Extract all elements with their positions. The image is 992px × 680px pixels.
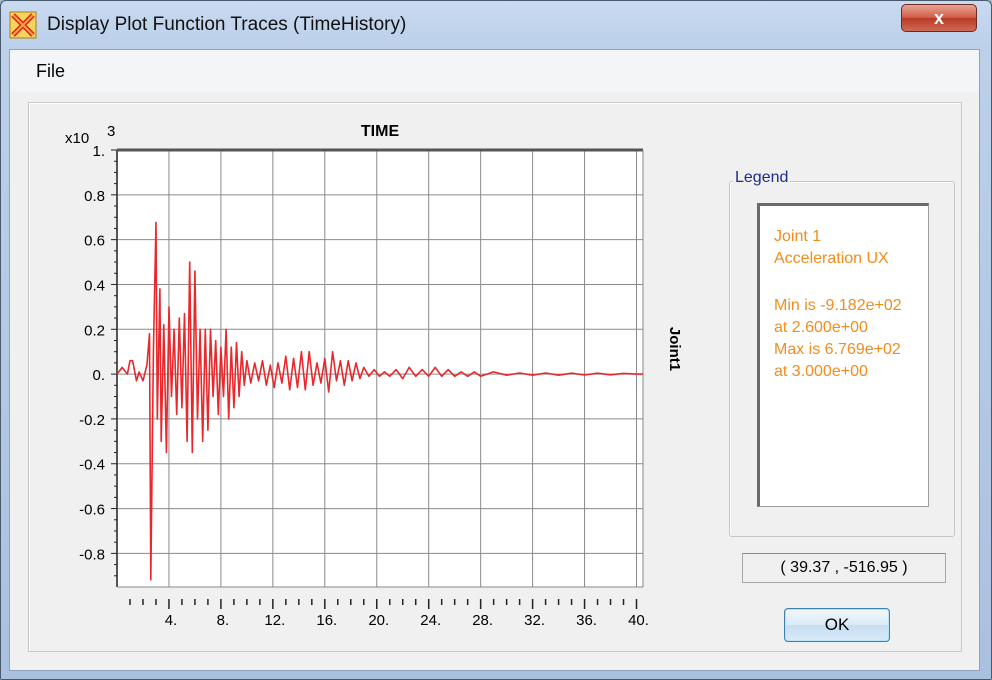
y-tick-label: -0.2 [79,412,105,429]
title-bar[interactable]: Display Plot Function Traces (TimeHistor… [1,1,991,49]
y-tick-label: 0.2 [84,322,105,339]
client-area: File 1. 0.8 0.6 0.4 0.2 0. -0.2 -0.4 -0.6 -0.8 4. 8… [9,49,980,671]
x-tick-label: 36. [576,612,597,629]
menu-file[interactable]: File [36,61,66,81]
x-tick-label: 24. [420,612,441,629]
time-history-chart[interactable]: 1.0.80.60.40.20.-0.2-0.4-0.6-0.84. 8. 12. 1… [29,103,719,643]
window-title: Display Plot Function Traces (TimeHistor… [47,14,407,35]
y-tick-label: 0.6 [84,233,105,250]
x-tick-label: 32. [524,612,545,629]
x-tick-label: 12. [264,612,285,629]
x-tick-label: 4. [165,612,178,629]
legend-group [729,181,955,537]
x-tick-label: 20. [368,612,389,629]
close-button[interactable]: x [901,4,977,32]
menu-bar: File [10,50,979,92]
legend-box: Joint 1 Acceleration UX Min is -9.182e+0… [757,203,929,507]
y-tick-label: 0.8 [84,188,105,205]
ok-button[interactable]: OK [784,608,890,642]
y-multiplier-label: x10 [65,130,89,147]
x-tick-label: 28. [472,612,493,629]
y-axis-label: Joint1 [666,327,683,371]
legend-min: Min is -9.182e+02 [774,297,902,314]
x-tick-label: 16. [316,612,337,629]
close-icon: x [933,8,944,28]
cursor-coordinate-readout: ( 39.37 , -516.95 ) [742,553,946,583]
legend-quantity: Acceleration UX [774,250,889,267]
acceleration-trace-line [116,221,643,581]
y-tick-label: 0.4 [84,277,105,294]
y-multiplier-exponent: 3 [107,123,115,140]
y-tick-label: -0.4 [79,457,105,474]
legend-max: Max is 6.769e+02 [774,341,901,358]
y-tick-label: 1. [92,143,105,160]
plot-panel: 1. 0.8 0.6 0.4 0.2 0. -0.2 -0.4 -0.6 -0.8 4. 8. 12. 1… [28,102,962,652]
legend-min-at: at 2.600e+00 [774,319,868,336]
chart-title: TIME [361,123,400,140]
legend-joint: Joint 1 [774,228,822,245]
y-tick-label: -0.8 [79,546,105,563]
sap-x-app-icon [9,11,37,39]
y-tick-label: -0.6 [79,502,105,519]
legend-max-at: at 3.000e+00 [774,363,868,380]
x-tick-label: 40. [628,612,649,629]
y-tick-label: 0. [92,367,105,384]
x-tick-label: 8. [217,612,230,629]
legend-title: Legend [733,169,791,187]
